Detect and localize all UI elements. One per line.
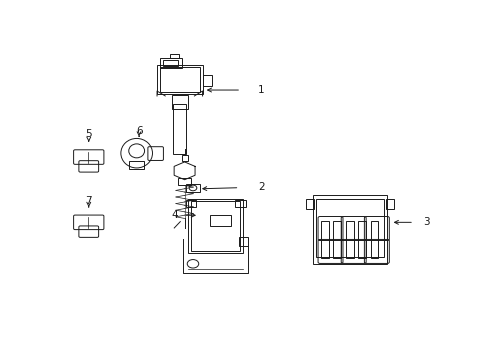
Bar — [320, 221, 328, 258]
Text: 4: 4 — [171, 210, 178, 220]
Bar — [188, 198, 243, 253]
Bar — [173, 104, 186, 154]
Bar — [177, 178, 191, 185]
Bar — [129, 161, 144, 169]
Text: 1: 1 — [258, 85, 264, 95]
Bar — [185, 184, 200, 192]
Bar — [345, 221, 353, 258]
Bar — [163, 60, 178, 66]
Bar — [305, 198, 314, 209]
Bar — [315, 198, 384, 257]
Bar — [209, 215, 231, 226]
Bar — [238, 237, 247, 246]
Bar — [157, 65, 202, 94]
Text: 7: 7 — [85, 196, 92, 206]
Text: 2: 2 — [258, 182, 264, 192]
Bar — [181, 155, 187, 161]
Text: 5: 5 — [85, 129, 92, 139]
Bar — [185, 199, 196, 207]
Bar — [191, 201, 240, 251]
Bar — [202, 75, 211, 86]
Bar — [370, 221, 378, 258]
Bar — [169, 54, 179, 58]
Bar — [358, 221, 365, 258]
Text: 6: 6 — [136, 126, 142, 136]
Bar — [160, 58, 181, 68]
Bar — [235, 199, 245, 207]
Bar — [171, 95, 187, 109]
Text: 3: 3 — [423, 217, 429, 227]
Bar — [312, 195, 386, 264]
Bar — [385, 198, 393, 209]
Bar — [160, 67, 200, 91]
Bar — [333, 221, 340, 258]
